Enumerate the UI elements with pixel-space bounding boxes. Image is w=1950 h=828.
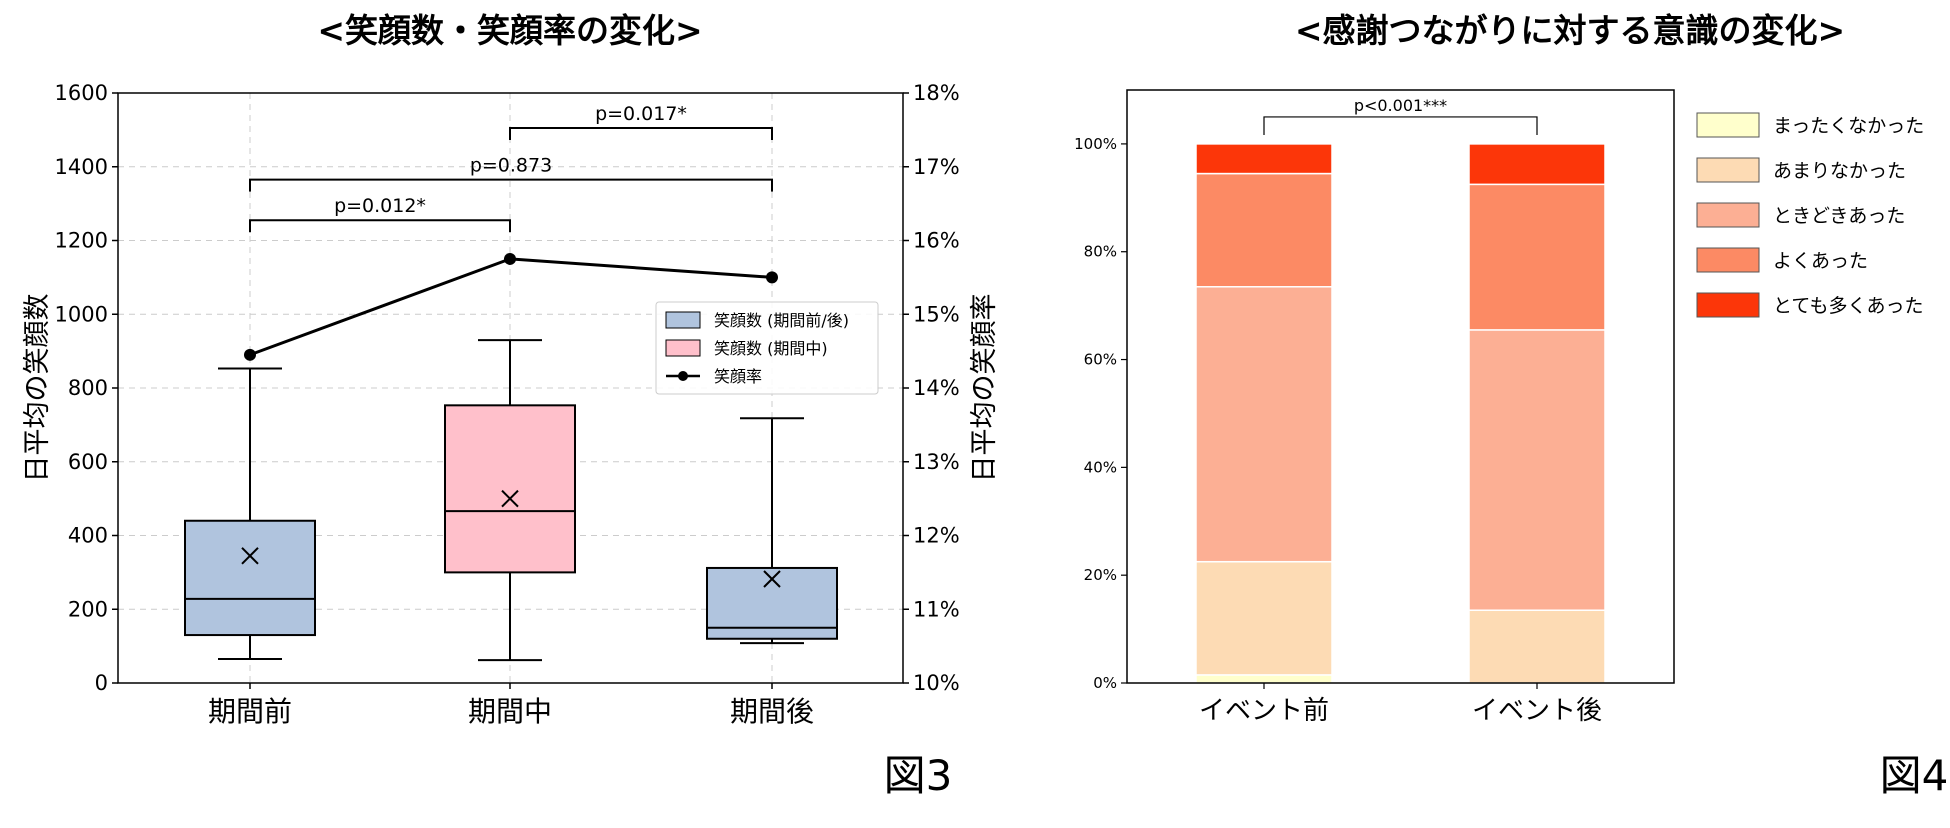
y-tick-label: 1000 (55, 302, 108, 326)
y-tick-label-right: 12% (913, 524, 960, 548)
chart-title: <笑顔数・笑顔率の変化> (317, 11, 702, 50)
boxes (184, 339, 838, 662)
legend-swatch (1696, 157, 1760, 183)
legend-label: あまりなかった (1773, 160, 1906, 182)
bar-segment (1195, 143, 1333, 175)
y-axis-label: 日平均の笑顔数 (22, 294, 53, 483)
legend-swatch (665, 339, 701, 357)
y-tick-label: 800 (68, 376, 108, 400)
legend-frame (655, 301, 879, 395)
legend-swatch (1696, 112, 1760, 138)
sig-label: p<0.001*** (1354, 96, 1447, 115)
legend-label: まったくなかった (1773, 115, 1924, 137)
legend-label: ときどきあった (1773, 205, 1905, 227)
sig-label: p=0.873 (470, 155, 552, 177)
y-tick-label-right: 10% (913, 671, 960, 695)
y-tick-label-right: 15% (913, 302, 960, 326)
legend-swatch (1696, 202, 1760, 228)
figure-label: 図3 (884, 751, 953, 800)
sig-label: p=0.012* (334, 195, 426, 217)
x-ticks: イベント前 イベント後 (1199, 683, 1602, 726)
y-tick-label: 1200 (55, 229, 108, 253)
sig-bracket (509, 127, 773, 141)
legend-dot (678, 371, 688, 381)
mean-marker-stroke (241, 547, 259, 565)
legend-label: とても多くあった (1773, 295, 1923, 317)
box (444, 404, 576, 574)
y-tick-label: 200 (68, 597, 108, 621)
y-tick-label: 40% (1084, 458, 1117, 476)
plot-frame (1126, 89, 1675, 684)
sig-label: p=0.017* (595, 103, 687, 125)
y-tick-label-right: 16% (913, 229, 960, 253)
legend-label: 笑顔数 (期間前/後) (714, 311, 849, 330)
y-tick-label-right: 17% (913, 155, 960, 179)
y-axis-label-right: 日平均の笑顔率 (969, 294, 1000, 483)
y-tick-label-right: 11% (913, 597, 960, 621)
legend: 笑顔数 (期間前/後) 笑顔数 (期間中) 笑顔率 (655, 301, 879, 395)
mean-marker-stroke (763, 570, 781, 588)
x-tick-label: イベント後 (1472, 696, 1602, 726)
rate-point (766, 271, 778, 284)
y-ticks-right: 10% 11% 12% 13% 14% 15% 16% 17% 18% (903, 81, 960, 695)
y-tick-label-right: 14% (913, 376, 960, 400)
y-tick-label: 100% (1074, 135, 1117, 153)
y-tick-label: 60% (1084, 351, 1117, 369)
y-tick-label-right: 18% (913, 81, 960, 105)
bar-segment (1468, 329, 1606, 611)
rate-point (504, 252, 516, 265)
rate-point (244, 348, 256, 361)
y-tick-label: 80% (1084, 243, 1117, 261)
rate-line (244, 252, 778, 361)
y-tick-label: 1600 (55, 81, 108, 105)
legend-label: 笑顔数 (期間中) (714, 339, 828, 358)
x-tick-label: 期間後 (730, 695, 814, 728)
legend-swatch (1696, 292, 1760, 318)
y-ticks: 0% 20% 40% 60% 80% 100% (1074, 135, 1127, 692)
mean-marker (501, 489, 519, 508)
chart-title: <感謝つながりに対する意識の変化> (1295, 11, 1845, 50)
legend-swatch (1696, 247, 1760, 273)
mean-marker (241, 547, 259, 565)
mean-marker (763, 570, 781, 588)
y-tick-label: 600 (68, 450, 108, 474)
bar-segment (1468, 183, 1606, 331)
y-ticks-left: 0 200 400 600 800 1000 1200 1400 1600 (55, 81, 118, 695)
legend-label: よくあった (1773, 250, 1868, 272)
sig-bracket (249, 178, 773, 192)
bar-segment (1195, 674, 1333, 684)
legend-swatch (665, 311, 701, 329)
y-tick-label: 400 (68, 524, 108, 548)
legend-label: 笑顔率 (714, 367, 762, 386)
x-ticks: 期間前 期間中 期間後 (208, 683, 814, 728)
x-tick-label: 期間中 (468, 695, 552, 728)
bar-segment (1195, 560, 1333, 676)
y-tick-label: 0% (1093, 674, 1117, 692)
sig-bracket (249, 219, 511, 233)
chart-gratitude: <感謝つながりに対する意識の変化> p<0.001*** 0% 20% 40% 60%… (1074, 11, 1948, 800)
box (184, 519, 316, 637)
bar-segment (1468, 143, 1606, 186)
y-tick-label: 20% (1084, 566, 1117, 584)
significance-brackets: p=0.012* p=0.873 p=0.017* (249, 103, 773, 233)
y-tick-label-right: 13% (913, 450, 960, 474)
bar-segment (1195, 172, 1333, 288)
x-tick-label: 期間前 (208, 695, 292, 728)
chart-smile-count: <笑顔数・笑顔率の変化> p=0.012* p=0.873 p=0.017* 0 20… (22, 11, 1000, 800)
stacked-bars (1195, 143, 1606, 684)
significance-bracket: p<0.001*** (1263, 96, 1538, 135)
x-tick-label: イベント前 (1199, 696, 1329, 726)
bar-segment (1468, 609, 1606, 684)
mean-marker-stroke (501, 489, 519, 508)
sig-bracket (1263, 116, 1538, 135)
bar-segment (1195, 286, 1333, 563)
y-tick-label: 0 (95, 671, 108, 695)
y-tick-label: 1400 (55, 155, 108, 179)
figure-label: 図4 (1880, 751, 1949, 800)
